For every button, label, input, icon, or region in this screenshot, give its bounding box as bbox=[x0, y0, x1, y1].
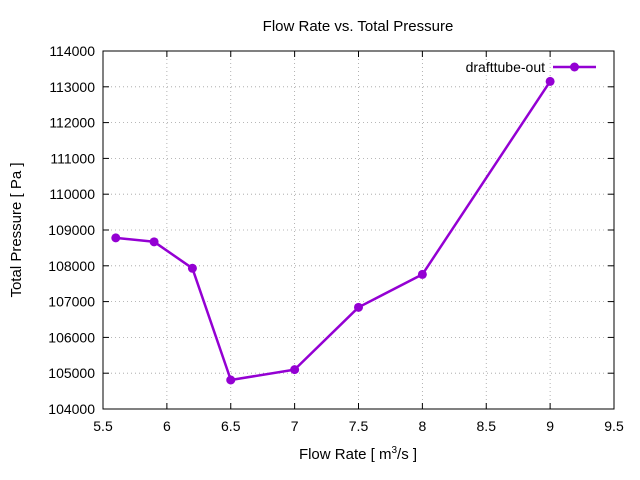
data-point bbox=[354, 302, 363, 312]
x-axis-title-unit: /s ] bbox=[397, 446, 417, 463]
x-axis-title-superscript: 3 bbox=[391, 445, 397, 456]
legend-swatch-marker bbox=[570, 62, 579, 72]
y-tick-label: 110000 bbox=[49, 186, 95, 202]
x-axis-title: Flow Rate [ m3/s ] bbox=[299, 445, 417, 463]
x-axis-title-main: Flow Rate [ m bbox=[299, 446, 392, 463]
data-point bbox=[149, 237, 159, 247]
y-tick-label: 106000 bbox=[48, 329, 95, 345]
x-tick-label: 9.5 bbox=[604, 418, 624, 434]
x-tick-label: 5.5 bbox=[93, 418, 113, 434]
x-tick-label: 6 bbox=[163, 418, 171, 434]
grid-layer bbox=[103, 51, 614, 409]
y-tick-label: 107000 bbox=[48, 294, 95, 310]
x-tick-label: 6.5 bbox=[221, 418, 241, 434]
y-tick-label: 111000 bbox=[50, 150, 95, 166]
x-tick-label: 7.5 bbox=[349, 418, 369, 434]
x-tick-label: 8 bbox=[418, 418, 426, 434]
x-tick-label: 7 bbox=[291, 418, 299, 434]
data-point bbox=[290, 365, 300, 375]
y-tick-label: 105000 bbox=[48, 365, 95, 381]
data-point bbox=[417, 269, 427, 279]
data-point bbox=[545, 76, 555, 86]
y-tick-label: 112000 bbox=[49, 115, 95, 131]
series-line bbox=[115, 80, 552, 382]
legend: drafttube-out bbox=[466, 59, 596, 75]
y-tick-label: 109000 bbox=[48, 222, 95, 238]
plot-frame bbox=[102, 50, 615, 410]
y-axis-title: Total Pressure [ Pa ] bbox=[8, 162, 25, 297]
data-point bbox=[226, 375, 236, 385]
y-tick-label: 114000 bbox=[49, 43, 95, 59]
x-tick-labels: 5.5 6 6.5 7 7.5 8 8.5 9 9.5 bbox=[93, 418, 624, 434]
y-tick-labels: 104000 105000 106000 107000 108000 109000 1100… bbox=[48, 43, 95, 417]
data-point bbox=[187, 263, 197, 273]
y-tick-label: 108000 bbox=[48, 258, 95, 274]
series-layer bbox=[111, 76, 555, 385]
x-tick-label: 9 bbox=[546, 418, 554, 434]
legend-label: drafttube-out bbox=[466, 59, 545, 75]
x-tick-label: 8.5 bbox=[477, 418, 497, 434]
chart-title: Flow Rate vs. Total Pressure bbox=[263, 18, 454, 35]
y-tick-label: 104000 bbox=[48, 401, 95, 417]
data-point bbox=[111, 233, 121, 243]
y-tick-label: 113000 bbox=[49, 79, 95, 95]
